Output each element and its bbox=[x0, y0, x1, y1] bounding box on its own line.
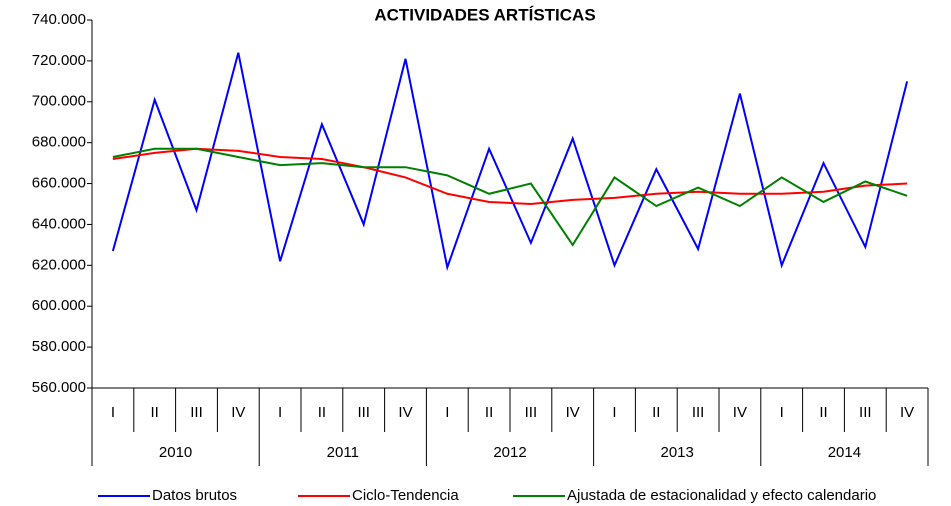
group-label: 2012 bbox=[493, 444, 526, 461]
chart-title: ACTIVIDADES ARTÍSTICAS bbox=[374, 5, 595, 24]
x-tick-label: I bbox=[111, 404, 115, 421]
x-tick-label: II bbox=[652, 404, 660, 421]
series-line bbox=[111, 52, 909, 272]
x-tick-label: II bbox=[485, 404, 493, 421]
y-tick-label: 600.000 bbox=[32, 297, 86, 314]
y-tick-label: 560.000 bbox=[32, 379, 86, 396]
x-tick-label: III bbox=[525, 404, 538, 421]
x-tick-label: IV bbox=[900, 404, 914, 421]
x-tick-label: II bbox=[819, 404, 827, 421]
y-tick-label: 680.000 bbox=[32, 134, 86, 151]
y-tick-label: 700.000 bbox=[32, 93, 86, 110]
x-tick-label: III bbox=[357, 404, 370, 421]
legend-label: Datos brutos bbox=[152, 487, 237, 504]
y-tick-label: 620.000 bbox=[32, 256, 86, 273]
group-label: 2010 bbox=[159, 444, 192, 461]
x-tick-label: IV bbox=[231, 404, 245, 421]
x-tick-label: II bbox=[318, 404, 326, 421]
series-line bbox=[112, 147, 908, 206]
group-label: 2014 bbox=[828, 444, 861, 461]
x-tick-label: I bbox=[278, 404, 282, 421]
legend-label: Ciclo-Tendencia bbox=[352, 487, 459, 504]
x-tick-label: III bbox=[692, 404, 705, 421]
x-tick-label: IV bbox=[733, 404, 747, 421]
y-tick-label: 720.000 bbox=[32, 52, 86, 69]
x-tick-label: I bbox=[780, 404, 784, 421]
x-tick-label: IV bbox=[398, 404, 412, 421]
x-tick-label: I bbox=[445, 404, 449, 421]
y-tick-label: 660.000 bbox=[32, 175, 86, 192]
y-tick-label: 640.000 bbox=[32, 215, 86, 232]
x-tick-label: III bbox=[190, 404, 203, 421]
x-tick-label: II bbox=[151, 404, 159, 421]
group-label: 2013 bbox=[661, 444, 694, 461]
group-label: 2011 bbox=[327, 444, 359, 461]
series-line bbox=[112, 147, 908, 247]
legend-label: Ajustada de estacionalidad y efecto cale… bbox=[567, 487, 876, 504]
y-tick-label: 580.000 bbox=[32, 338, 86, 355]
y-tick-label: 740.000 bbox=[32, 11, 86, 28]
x-tick-label: I bbox=[612, 404, 616, 421]
x-tick-label: III bbox=[859, 404, 872, 421]
x-tick-label: IV bbox=[566, 404, 580, 421]
